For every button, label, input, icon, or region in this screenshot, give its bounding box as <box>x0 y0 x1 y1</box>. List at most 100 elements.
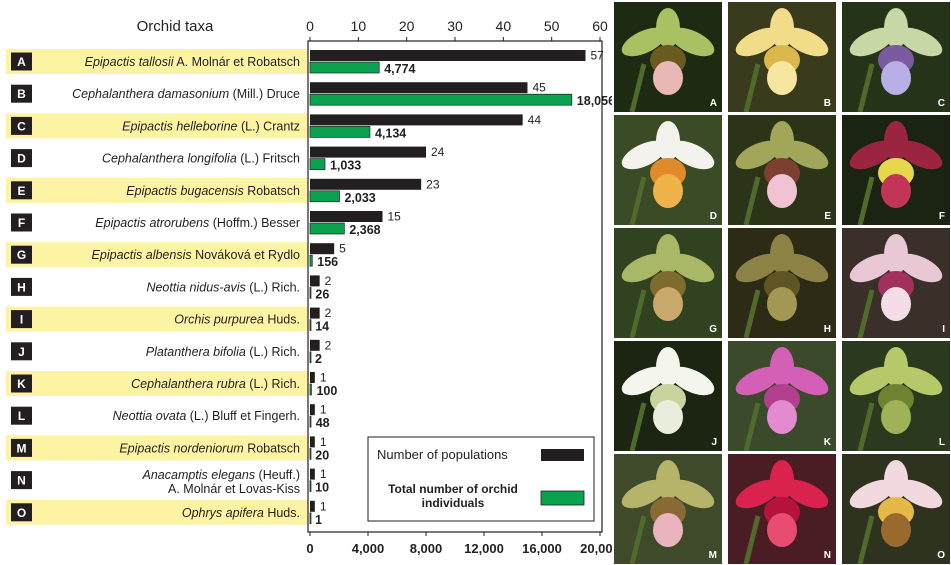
bottom-axis: 0 4,000 8,000 12,000 16,000 20,000 <box>306 532 612 556</box>
taxon-name: Epipactis nordeniorum Robatsch <box>119 441 300 455</box>
bar-individuals <box>309 93 573 106</box>
row-letter-box <box>11 471 32 490</box>
orchid-photo-c: C <box>842 2 950 112</box>
bottom-axis-tick-label: 0 <box>306 541 313 556</box>
bar-populations <box>310 339 320 351</box>
legend-swatch-populations <box>541 449 584 461</box>
row-letter-box <box>11 245 32 264</box>
row-letter: D <box>17 152 26 166</box>
top-axis-tick-label: 0 <box>306 18 314 34</box>
taxon-name-line2: A. Molnár et Lovas-Kiss <box>168 482 300 496</box>
row-letter-box <box>11 277 32 296</box>
top-axis-tick-label: 30 <box>447 18 463 34</box>
bar-individuals <box>309 158 326 170</box>
row-letter: I <box>20 313 23 327</box>
orchid-photo-e: E <box>728 115 836 225</box>
row-letter: K <box>17 377 26 391</box>
bar-label-individuals: 2,368 <box>349 223 380 237</box>
row-letter-box <box>11 181 32 200</box>
bar-individuals <box>309 319 312 331</box>
photo-label: B <box>823 98 831 109</box>
orchid-photo-m: M <box>614 454 722 564</box>
row-letter: G <box>17 248 26 262</box>
photo-label: D <box>709 211 717 222</box>
bar-individuals <box>309 287 312 299</box>
row-letter: N <box>17 474 26 488</box>
bar-label-populations: 1 <box>320 371 327 385</box>
row-highlight <box>6 49 308 74</box>
row-highlight <box>6 177 308 203</box>
bar-label-individuals: 156 <box>317 255 338 269</box>
orchid-photo-o: O <box>842 454 950 564</box>
legend-item-populations-label: Number of populations <box>377 447 508 462</box>
taxon-name: Epipactis albensis Nováková et Rydlo <box>92 248 300 262</box>
photo-label: C <box>937 98 945 109</box>
row-letter-box <box>11 116 32 135</box>
taxon-name: Epipactis bugacensis Robatsch <box>126 184 300 198</box>
photo-label: N <box>823 550 831 561</box>
row-letter: L <box>18 409 25 423</box>
top-axis-tick-label: 20 <box>399 18 415 34</box>
bottom-axis-tick-label: 8,000 <box>410 541 443 556</box>
taxon-name: Neottia nidus-avis (L.) Rich. <box>146 280 300 294</box>
bar-label-populations: 1 <box>320 435 327 449</box>
row-letter: H <box>17 280 26 294</box>
bar-populations <box>310 211 383 222</box>
taxon-name: Epipactis atrorubens (Hoffm.) Besser <box>95 216 300 230</box>
row-letter-box <box>11 310 32 329</box>
taxon-name: Neottia ovata (L.) Bluff et Fingerh. <box>113 409 300 423</box>
bar-label-populations: 15 <box>388 210 402 224</box>
row-letter-box <box>11 84 32 103</box>
orchid-photo-l: L <box>842 341 950 451</box>
bar-individuals <box>309 126 371 138</box>
bar-label-populations: 2 <box>325 338 332 352</box>
row-letter-box <box>11 149 32 168</box>
bottom-axis-tick-label: 16,000 <box>522 541 562 556</box>
bar-populations <box>310 404 315 416</box>
top-axis-tick-label: 50 <box>544 18 560 34</box>
bar-label-populations: 2 <box>325 306 332 320</box>
bar-label-individuals: 4,134 <box>375 126 406 140</box>
bar-label-individuals: 1,033 <box>330 159 361 173</box>
taxon-name: Epipactis tallosii A. Molnár et Robatsch <box>85 55 300 69</box>
bar-populations <box>310 146 426 158</box>
bar-label-individuals: 2 <box>315 352 322 366</box>
taxon-name: Ophrys apifera Huds. <box>182 506 300 520</box>
row-letter: J <box>18 345 25 359</box>
photo-label: L <box>938 437 945 448</box>
bar-populations <box>310 275 320 287</box>
bar-populations <box>310 468 315 480</box>
bar-populations <box>310 50 586 61</box>
photo-label: F <box>938 211 945 222</box>
bar-label-individuals: 20 <box>315 448 329 462</box>
photo-label: E <box>824 211 831 222</box>
bar-label-populations: 1 <box>320 403 327 417</box>
bar-individuals <box>309 254 313 267</box>
taxon-name: Epipactis helleborine (L.) Crantz <box>122 119 300 133</box>
bottom-axis-tick-label: 12,000 <box>464 541 504 556</box>
bar-populations <box>310 243 335 255</box>
bar-label-populations: 5 <box>339 242 346 256</box>
row-letter-box <box>11 406 32 425</box>
photo-label: A <box>709 98 717 109</box>
bar-label-populations: 23 <box>426 177 440 191</box>
orchid-photo-k: K <box>728 341 836 451</box>
row-highlight <box>6 499 308 525</box>
bar-label-individuals: 2,033 <box>344 191 375 205</box>
bar-label-individuals: 10 <box>315 481 329 495</box>
bar-label-individuals: 18,056 <box>577 94 612 108</box>
taxon-name: Anacamptis elegans (Heuff.) <box>142 468 301 482</box>
bar-label-individuals: 100 <box>316 384 337 398</box>
bar-label-populations: 44 <box>528 113 542 127</box>
orchid-photo-h: H <box>728 228 836 338</box>
row-letter-box <box>11 52 32 71</box>
orchid-photo-d: D <box>614 115 722 225</box>
orchid-photo-n: N <box>728 454 836 564</box>
bar-populations <box>310 178 422 190</box>
bar-populations <box>310 114 523 126</box>
orchid-photo-f: F <box>842 115 950 225</box>
taxon-name: Orchis purpurea Huds. <box>174 313 300 327</box>
taxon-name: Cephalanthera damasonium (Mill.) Druce <box>72 87 300 101</box>
bar-individuals <box>309 383 312 396</box>
row-highlight <box>6 113 308 139</box>
